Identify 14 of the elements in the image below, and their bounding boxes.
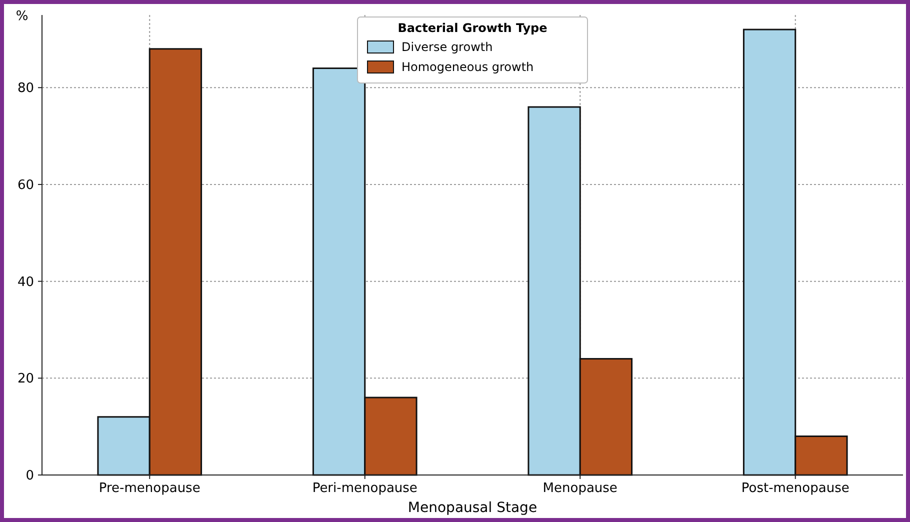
y-tick-label: 20 [17, 372, 34, 387]
x-tick-label: Post-menopause [741, 481, 850, 496]
y-tick-label: 40 [17, 274, 34, 290]
y-tick-label: 0 [26, 468, 34, 484]
legend-label: Homogeneous growth [402, 60, 534, 74]
x-tick-label: Peri-menopause [312, 481, 418, 496]
x-tick-label: Pre-menopause [98, 481, 200, 496]
y-tick-label: 80 [17, 81, 34, 96]
legend-title: Bacterial Growth Type [398, 21, 548, 35]
y-tick-label: 60 [17, 178, 34, 194]
x-axis-title: Menopausal Stage [408, 500, 538, 516]
x-tick-label: Menopause [542, 481, 618, 496]
y-axis-title: % [16, 9, 28, 24]
legend-label: Diverse growth [402, 40, 493, 54]
